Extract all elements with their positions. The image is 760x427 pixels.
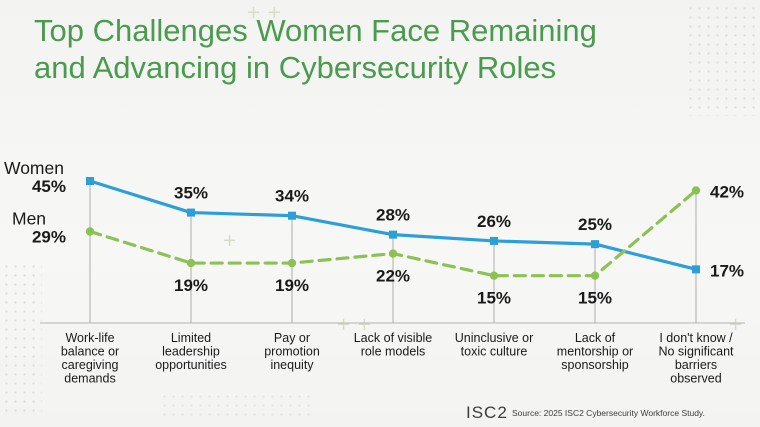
x-tick-label: Uninclusive or toxic culture — [455, 331, 534, 359]
data-point-men — [287, 258, 297, 268]
data-label: 22% — [376, 267, 410, 286]
data-point-men — [85, 227, 95, 236]
data-label: 42% — [710, 182, 744, 201]
data-point-men — [489, 271, 499, 280]
x-tick-label-line: barriers — [675, 358, 717, 372]
plus-decoration-icon: + — [222, 230, 238, 251]
x-tick-label-line: sponsorship — [561, 358, 628, 372]
data-label: 17% — [710, 261, 744, 280]
x-tick-label-line: role models — [361, 345, 426, 359]
x-tick-label: Lack of visible role models — [354, 331, 433, 359]
legend-label-women: Women — [4, 158, 64, 178]
x-tick-label: Lack of mentorship or sponsorship — [557, 331, 633, 372]
data-label: 29% — [32, 227, 66, 246]
x-tick-label-line: Pay or — [274, 331, 310, 345]
x-tick-label-line: promotion — [264, 345, 320, 359]
data-point-women — [86, 177, 94, 185]
x-tick-label: Limited leadership opportunities — [155, 331, 227, 372]
data-label: 35% — [174, 184, 208, 203]
data-label: 15% — [578, 289, 612, 308]
x-tick-label-line: Work-life — [65, 331, 114, 345]
x-tick-label-line: inequity — [270, 358, 314, 372]
data-label: 28% — [376, 206, 410, 225]
data-point-women — [692, 265, 700, 274]
x-tick-label-line: balance or — [61, 345, 119, 359]
title-line-2: and Advancing in Cybersecurity Roles — [34, 50, 557, 85]
decorative-dots — [2, 262, 42, 412]
data-point-men — [590, 271, 600, 280]
x-tick-label-line: mentorship or — [557, 345, 633, 359]
data-point-women — [187, 208, 195, 217]
isc2-logo: ISC2 — [466, 403, 508, 422]
data-label: 34% — [275, 187, 309, 206]
data-point-men — [388, 249, 398, 258]
data-label: 15% — [477, 289, 511, 308]
data-point-men — [691, 186, 701, 195]
x-tick-label-line: opportunities — [155, 358, 227, 372]
plus-decoration-icon: + — [728, 314, 744, 335]
data-label: 45% — [32, 177, 66, 196]
plus-decoration-icon: + + — [246, 2, 282, 23]
x-tick-label-line: leadership — [162, 345, 220, 359]
data-label: 19% — [275, 276, 309, 295]
x-tick-label-line: observed — [670, 372, 721, 386]
x-tick-label-line: Lack of — [575, 331, 616, 345]
x-tick-label-line: No significant — [658, 345, 734, 359]
data-point-women — [288, 211, 296, 220]
x-tick-label: I don't know / No significant barriers obse… — [658, 331, 734, 386]
data-point-women — [591, 240, 599, 249]
x-tick-label: Pay or promotion inequity — [264, 331, 320, 372]
x-tick-label-line: toxic culture — [461, 345, 528, 359]
x-tick-label-line: demands — [64, 372, 115, 386]
data-point-women — [389, 230, 397, 239]
data-point-women — [490, 236, 498, 245]
page-title: Top Challenges Women Face Remaining and … — [34, 12, 674, 86]
x-tick-label-line: Limited — [171, 331, 211, 345]
data-label: 25% — [578, 215, 612, 234]
x-tick-label-line: Lack of visible — [354, 331, 433, 345]
x-tick-label-line: I don't know / — [659, 331, 733, 345]
data-point-men — [186, 258, 196, 268]
plus-decoration-icon: + + — [336, 314, 372, 335]
decorative-dots — [686, 4, 756, 116]
x-tick-label-line: caregiving — [62, 358, 119, 372]
x-tick-label: Work-life balance or caregiving demands — [61, 331, 119, 386]
decorative-dots — [160, 392, 310, 422]
title-line-1: Top Challenges Women Face Remaining — [34, 13, 597, 48]
data-label: 26% — [477, 212, 511, 231]
source-note: Source: 2025 ISC2 Cybersecurity Workforc… — [512, 408, 705, 418]
data-label: 19% — [174, 276, 208, 295]
legend-label-men: Men — [12, 208, 46, 228]
x-tick-label-line: Uninclusive or — [455, 331, 534, 345]
